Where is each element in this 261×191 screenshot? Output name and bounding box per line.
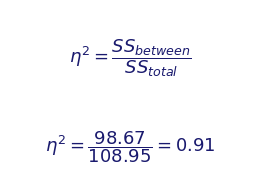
Text: $\eta^2 = \dfrac{98.67}{108.95} = 0.91$: $\eta^2 = \dfrac{98.67}{108.95} = 0.91$ (45, 130, 216, 165)
Text: $\eta^2 = \dfrac{SS_{between}}{SS_{total}}$: $\eta^2 = \dfrac{SS_{between}}{SS_{total… (69, 38, 192, 79)
